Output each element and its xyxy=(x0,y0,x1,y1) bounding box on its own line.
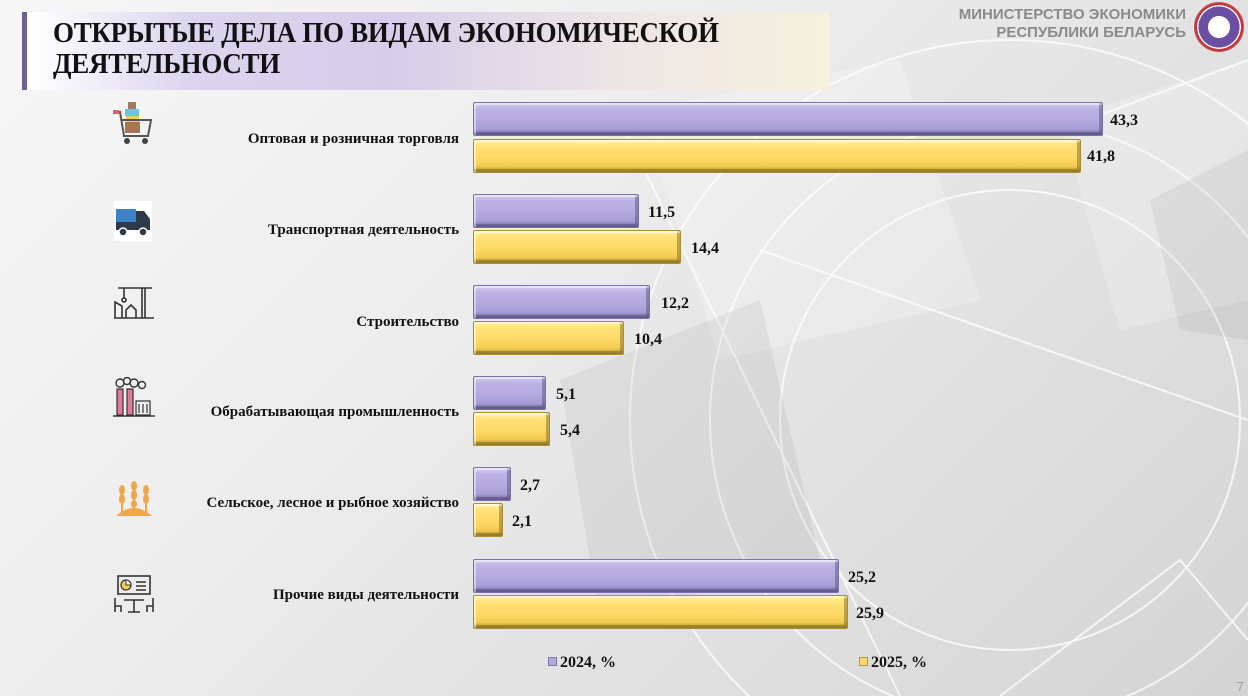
page-title: ОТКРЫТЫЕ ДЕЛА ПО ВИДАМ ЭКОНОМИЧЕСКОЙ ДЕЯ… xyxy=(53,17,719,80)
page-number: 7 xyxy=(1236,679,1244,694)
chart-row-transport: Транспортная деятельность 11,5 14,4 xyxy=(0,193,1248,271)
value-label-2025: 25,9 xyxy=(856,605,884,622)
bar-2025-construction[interactable] xyxy=(473,321,624,355)
chart-row-other: Прочие виды деятельности 25,2 25,9 xyxy=(0,557,1248,635)
bar-2024-agriculture[interactable] xyxy=(473,467,511,501)
chart-row-trade: Оптовая и розничная торговля 43,3 41,8 xyxy=(0,100,1248,178)
bar-2025-manufacturing[interactable] xyxy=(473,412,550,446)
category-label: Транспортная деятельность xyxy=(267,222,459,238)
category-label: Строительство xyxy=(356,314,459,330)
wheat-icon xyxy=(116,481,152,516)
bar-2024-construction[interactable] xyxy=(473,285,650,319)
value-label-2024: 25,2 xyxy=(848,569,876,586)
legend-label: 2024, % xyxy=(560,654,616,671)
chart-row-construction: Строительство 12,2 10,4 xyxy=(0,284,1248,362)
factory-icon xyxy=(113,377,155,417)
ministry-line-2: РЕСПУБЛИКИ БЕЛАРУСЬ xyxy=(996,24,1186,41)
value-label-2025: 14,4 xyxy=(691,240,719,257)
chart-row-agriculture: Сельское, лесное и рыбное хозяйство 2,7 … xyxy=(0,466,1248,544)
legend-swatch-2024 xyxy=(548,657,557,666)
construction-crane-icon xyxy=(114,287,154,319)
legend-item-2025[interactable]: 2025, % xyxy=(859,654,927,672)
legend-label: 2025, % xyxy=(871,654,927,671)
value-label-2025: 10,4 xyxy=(634,331,662,348)
bar-2024-manufacturing[interactable] xyxy=(473,376,546,410)
value-label-2025: 41,8 xyxy=(1087,148,1115,165)
legend-swatch-2025 xyxy=(859,657,868,666)
shopping-cart-icon xyxy=(113,102,153,144)
bar-2024-trade[interactable] xyxy=(473,102,1103,136)
value-label-2024: 11,5 xyxy=(648,204,676,221)
bar-2025-trade[interactable] xyxy=(473,139,1081,173)
truck-icon xyxy=(114,201,152,241)
value-label-2024: 12,2 xyxy=(661,295,689,312)
category-label: Прочие виды деятельности xyxy=(273,587,459,603)
value-label-2024: 2,7 xyxy=(520,477,540,494)
ministry-line-1: МИНИСТЕРСТВО ЭКОНОМИКИ xyxy=(958,6,1186,23)
value-label-2024: 5,1 xyxy=(556,386,576,403)
title-band: ОТКРЫТЫЕ ДЕЛА ПО ВИДАМ ЭКОНОМИЧЕСКОЙ ДЕЯ… xyxy=(22,12,830,90)
bar-2024-transport[interactable] xyxy=(473,194,639,228)
bar-2025-transport[interactable] xyxy=(473,230,681,264)
category-label: Сельское, лесное и рыбное хозяйство xyxy=(206,495,459,511)
category-label: Оптовая и розничная торговля xyxy=(247,131,459,147)
ministry-name: МИНИСТЕРСТВО ЭКОНОМИКИ РЕСПУБЛИКИ БЕЛАРУ… xyxy=(959,6,1186,42)
bar-2025-other[interactable] xyxy=(473,595,848,629)
bar-2024-other[interactable] xyxy=(473,559,839,593)
presentation-board-icon xyxy=(114,575,154,613)
value-label-2025: 5,4 xyxy=(560,422,580,439)
category-label: Обрабатывающая промышленность xyxy=(210,404,459,420)
legend-item-2024[interactable]: 2024, % xyxy=(548,654,616,672)
value-label-2025: 2,1 xyxy=(512,513,532,530)
chart-row-manufacturing: Обрабатывающая промышленность 5,1 5,4 xyxy=(0,375,1248,453)
ministry-emblem-icon xyxy=(1194,2,1244,52)
value-label-2024: 43,3 xyxy=(1110,112,1138,129)
bar-2025-agriculture[interactable] xyxy=(473,503,503,537)
